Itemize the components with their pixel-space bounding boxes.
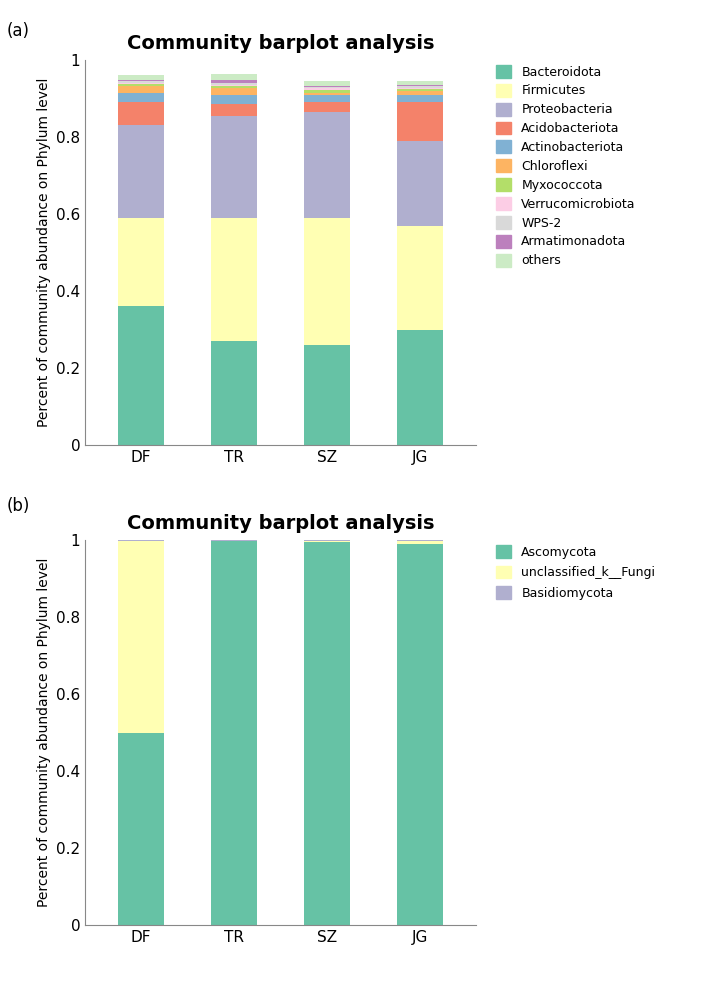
Bar	[211, 88, 257, 95]
Title: Community barplot analysis: Community barplot analysis	[126, 514, 435, 533]
Bar	[211, 116, 257, 218]
Bar	[118, 541, 164, 732]
Bar	[211, 86, 257, 88]
Bar	[118, 84, 164, 86]
Bar	[304, 90, 350, 93]
Bar	[211, 74, 257, 80]
Bar	[118, 81, 164, 83]
Bar	[304, 218, 350, 345]
Bar	[211, 95, 257, 104]
Bar	[397, 330, 443, 445]
Bar	[304, 542, 350, 925]
Bar	[304, 81, 350, 86]
Bar	[304, 95, 350, 102]
Y-axis label: Percent of community abundance on Phylum level: Percent of community abundance on Phylum…	[36, 78, 50, 427]
Bar	[397, 102, 443, 141]
Bar	[211, 80, 257, 83]
Bar	[211, 218, 257, 341]
Bar	[211, 541, 257, 925]
Bar	[397, 95, 443, 102]
Bar	[397, 81, 443, 85]
Bar	[304, 86, 350, 87]
Bar	[304, 88, 350, 90]
Bar	[118, 218, 164, 306]
Bar	[304, 541, 350, 542]
Bar	[304, 93, 350, 95]
Bar	[118, 93, 164, 102]
Bar	[397, 540, 443, 541]
Bar	[397, 86, 443, 88]
Bar	[397, 544, 443, 925]
Bar	[304, 345, 350, 445]
Bar	[211, 341, 257, 445]
Text: (b): (b)	[7, 497, 31, 515]
Bar	[118, 306, 164, 445]
Bar	[118, 86, 164, 93]
Bar	[397, 85, 443, 86]
Bar	[118, 732, 164, 925]
Legend: Bacteroidota, Firmicutes, Proteobacteria, Acidobacteriota, Actinobacteriota, Chl: Bacteroidota, Firmicutes, Proteobacteria…	[491, 60, 641, 272]
Title: Community barplot analysis: Community barplot analysis	[126, 34, 435, 53]
Bar	[211, 83, 257, 85]
Bar	[118, 125, 164, 218]
Bar	[304, 87, 350, 88]
Bar	[118, 80, 164, 81]
Y-axis label: Percent of community abundance on Phylum level: Percent of community abundance on Phylum…	[36, 558, 50, 907]
Bar	[304, 112, 350, 218]
Bar	[118, 83, 164, 84]
Bar	[211, 104, 257, 116]
Bar	[397, 91, 443, 95]
Bar	[397, 541, 443, 544]
Bar	[118, 102, 164, 125]
Bar	[397, 226, 443, 330]
Legend: Ascomycota, unclassified_k__Fungi, Basidiomycota: Ascomycota, unclassified_k__Fungi, Basid…	[491, 540, 660, 605]
Bar	[211, 85, 257, 86]
Bar	[118, 75, 164, 80]
Bar	[397, 89, 443, 91]
Text: (a): (a)	[7, 22, 30, 40]
Bar	[397, 141, 443, 226]
Bar	[397, 88, 443, 89]
Bar	[304, 102, 350, 112]
